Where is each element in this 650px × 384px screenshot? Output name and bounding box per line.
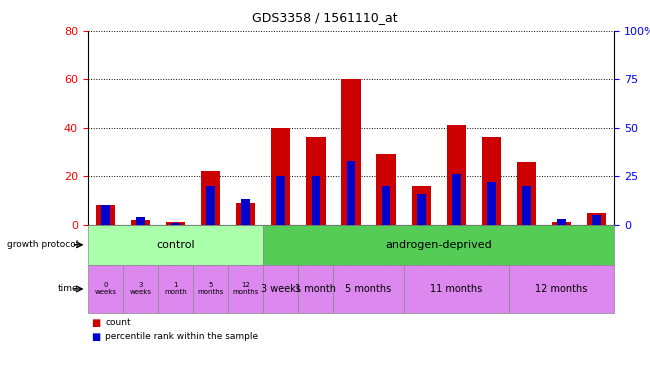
Text: 3
weeks: 3 weeks: [129, 283, 151, 295]
Text: 0
weeks: 0 weeks: [94, 283, 116, 295]
Bar: [592, 215, 601, 225]
Text: ■: ■: [91, 332, 100, 342]
Text: count: count: [105, 318, 131, 327]
Bar: [306, 137, 326, 225]
Bar: [346, 161, 356, 225]
Text: growth protocol: growth protocol: [6, 240, 78, 249]
Bar: [166, 222, 185, 225]
Bar: [522, 186, 531, 225]
Bar: [206, 186, 215, 225]
Bar: [241, 199, 250, 225]
Bar: [236, 203, 255, 225]
Bar: [552, 222, 571, 225]
Bar: [517, 162, 536, 225]
Bar: [587, 212, 606, 225]
Bar: [136, 217, 145, 225]
Bar: [447, 125, 466, 225]
Bar: [482, 137, 501, 225]
Bar: [96, 205, 115, 225]
Text: 1
month: 1 month: [164, 283, 187, 295]
Text: 12
months: 12 months: [233, 283, 259, 295]
Bar: [201, 171, 220, 225]
Bar: [557, 219, 566, 225]
Text: GDS3358 / 1561110_at: GDS3358 / 1561110_at: [252, 12, 398, 25]
Bar: [487, 182, 496, 225]
Bar: [171, 223, 180, 225]
Bar: [276, 176, 285, 225]
Bar: [101, 205, 110, 225]
Text: 11 months: 11 months: [430, 284, 482, 294]
Text: 12 months: 12 months: [536, 284, 588, 294]
Text: 5
months: 5 months: [198, 283, 224, 295]
Text: time: time: [57, 285, 78, 293]
Text: 5 months: 5 months: [345, 284, 392, 294]
Bar: [376, 154, 396, 225]
Text: percentile rank within the sample: percentile rank within the sample: [105, 332, 259, 341]
Text: control: control: [156, 240, 195, 250]
Text: 1 month: 1 month: [295, 284, 337, 294]
Text: ■: ■: [91, 318, 100, 328]
Bar: [131, 220, 150, 225]
Bar: [382, 186, 391, 225]
Text: androgen-deprived: androgen-deprived: [385, 240, 492, 250]
Text: 3 weeks: 3 weeks: [261, 284, 301, 294]
Bar: [417, 194, 426, 225]
Bar: [341, 79, 361, 225]
Bar: [411, 186, 431, 225]
Bar: [452, 174, 461, 225]
Bar: [271, 127, 291, 225]
Bar: [311, 176, 320, 225]
